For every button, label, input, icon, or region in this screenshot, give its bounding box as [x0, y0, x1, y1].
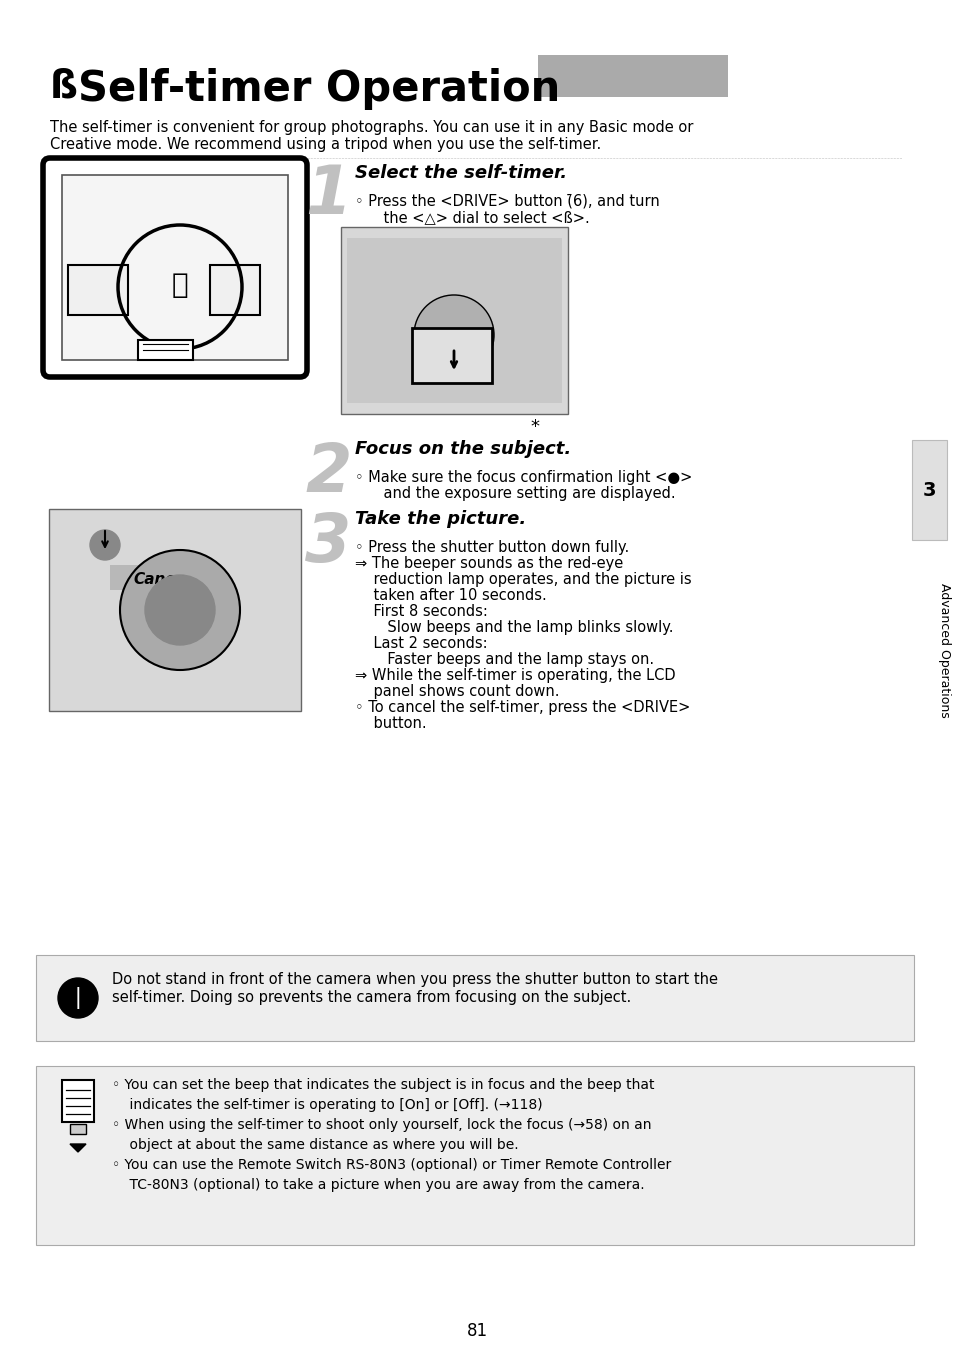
- Text: Do not stand in front of the camera when you press the shutter button to start t: Do not stand in front of the camera when…: [112, 973, 718, 987]
- Circle shape: [120, 550, 240, 670]
- Text: object at about the same distance as where you will be.: object at about the same distance as whe…: [112, 1139, 518, 1152]
- Bar: [537, 55, 727, 97]
- Text: ❘: ❘: [69, 987, 88, 1009]
- Text: Canon: Canon: [133, 572, 187, 588]
- Text: ◦ You can set the beep that indicates the subject is in focus and the beep that: ◦ You can set the beep that indicates th…: [112, 1078, 654, 1091]
- Text: button.: button.: [355, 716, 426, 731]
- Bar: [110, 565, 210, 590]
- Text: The self-timer is convenient for group photographs. You can use it in any Basic : The self-timer is convenient for group p…: [50, 120, 693, 135]
- Text: ß: ß: [50, 67, 78, 107]
- Text: ◦ To cancel the self-timer, press the <DRIVE>: ◦ To cancel the self-timer, press the <D…: [355, 700, 690, 715]
- Text: taken after 10 seconds.: taken after 10 seconds.: [355, 588, 546, 603]
- Text: ⇒ The beeper sounds as the red-eye: ⇒ The beeper sounds as the red-eye: [355, 556, 622, 571]
- Text: ◦ Press the shutter button down fully.: ◦ Press the shutter button down fully.: [355, 540, 629, 554]
- Text: 3: 3: [305, 510, 351, 576]
- Text: 3: 3: [922, 480, 935, 499]
- Bar: [68, 264, 128, 316]
- Text: ◦ Make sure the focus confirmation light <●>: ◦ Make sure the focus confirmation light…: [355, 469, 692, 486]
- Text: Select the self-timer.: Select the self-timer.: [355, 165, 566, 182]
- Text: 81: 81: [466, 1322, 487, 1340]
- Text: 2: 2: [305, 440, 351, 506]
- FancyBboxPatch shape: [340, 227, 567, 414]
- Text: Creative mode. We recommend using a tripod when you use the self-timer.: Creative mode. We recommend using a trip…: [50, 138, 600, 152]
- Bar: [412, 328, 492, 383]
- Text: Slow beeps and the lamp blinks slowly.: Slow beeps and the lamp blinks slowly.: [355, 621, 673, 635]
- Text: TC-80N3 (optional) to take a picture when you are away from the camera.: TC-80N3 (optional) to take a picture whe…: [112, 1178, 644, 1193]
- Text: Take the picture.: Take the picture.: [355, 510, 526, 527]
- FancyBboxPatch shape: [49, 509, 301, 711]
- Text: and the exposure setting are displayed.: and the exposure setting are displayed.: [365, 486, 675, 500]
- FancyBboxPatch shape: [36, 1066, 913, 1245]
- Circle shape: [58, 978, 98, 1018]
- Text: ◦ You can use the Remote Switch RS-80N3 (optional) or Timer Remote Controller: ◦ You can use the Remote Switch RS-80N3 …: [112, 1157, 671, 1172]
- Text: ◦ When using the self-timer to shoot only yourself, lock the focus (→58) on an: ◦ When using the self-timer to shoot onl…: [112, 1118, 651, 1132]
- Text: self-timer. Doing so prevents the camera from focusing on the subject.: self-timer. Doing so prevents the camera…: [112, 990, 631, 1005]
- Text: Focus on the subject.: Focus on the subject.: [355, 440, 571, 459]
- Circle shape: [145, 575, 214, 645]
- Bar: [347, 237, 561, 403]
- Bar: [70, 1124, 86, 1135]
- Text: Self-timer Operation: Self-timer Operation: [78, 67, 559, 111]
- FancyBboxPatch shape: [43, 158, 307, 376]
- Text: Last 2 seconds:: Last 2 seconds:: [355, 635, 487, 652]
- Text: ◦ Press the <DRIVE> button (̄6), and turn: ◦ Press the <DRIVE> button (̄6), and tur…: [355, 194, 659, 209]
- Text: 1: 1: [305, 162, 351, 228]
- Bar: [62, 175, 288, 360]
- Text: ⌛: ⌛: [172, 271, 188, 299]
- Text: ⇒ While the self-timer is operating, the LCD: ⇒ While the self-timer is operating, the…: [355, 668, 675, 683]
- Text: indicates the self-timer is operating to [On] or [Off]. (→118): indicates the self-timer is operating to…: [112, 1098, 542, 1112]
- FancyBboxPatch shape: [36, 955, 913, 1041]
- Circle shape: [414, 295, 494, 375]
- Text: the <△> dial to select <ß>.: the <△> dial to select <ß>.: [365, 210, 589, 225]
- Bar: [911, 440, 946, 540]
- Text: First 8 seconds:: First 8 seconds:: [355, 604, 487, 619]
- Circle shape: [90, 530, 120, 560]
- Bar: [138, 340, 193, 360]
- Text: Faster beeps and the lamp stays on.: Faster beeps and the lamp stays on.: [355, 652, 654, 666]
- Text: panel shows count down.: panel shows count down.: [355, 684, 558, 699]
- Text: Advanced Operations: Advanced Operations: [938, 583, 950, 718]
- Bar: [62, 1081, 94, 1122]
- Text: reduction lamp operates, and the picture is: reduction lamp operates, and the picture…: [355, 572, 691, 587]
- Polygon shape: [70, 1144, 86, 1152]
- Text: *: *: [530, 418, 539, 436]
- Bar: [210, 264, 260, 316]
